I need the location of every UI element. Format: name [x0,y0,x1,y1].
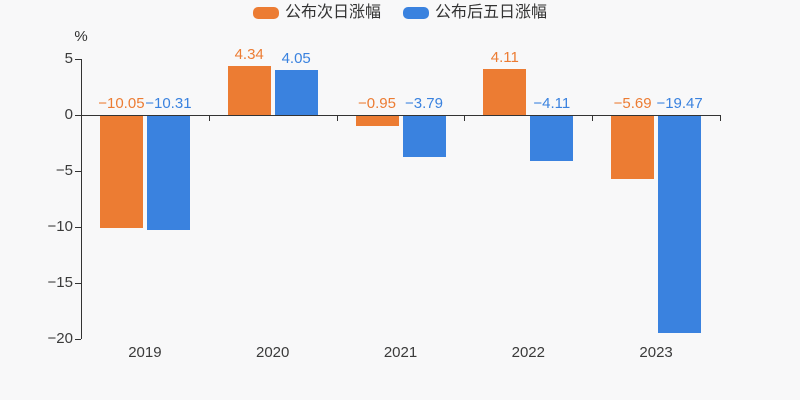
legend-marker-next-day-change [252,6,279,19]
bar-2020-series-1[interactable] [227,66,271,115]
y-axis-tick-label: 5 [64,50,73,67]
legend-label-five-day-change: 公布后五日涨幅 [435,4,548,21]
x-axis-tick [720,115,721,121]
bar-value-label: −10.31 [145,95,192,112]
bar-2022-series-2[interactable] [530,115,574,162]
x-axis-tick [208,115,210,121]
legend-marker-five-day-change [403,6,429,19]
bar-value-label: −5.69 [613,95,652,112]
x-axis-tick [81,115,82,121]
bar-2019-series-1[interactable] [99,115,143,228]
y-axis-tick-label: 0 [64,106,73,123]
x-axis-label-2019: 2019 [128,344,162,361]
bar-2020-series-2[interactable] [274,69,318,115]
legend-label-next-day-change: 公布次日涨幅 [284,4,381,21]
y-axis-tick-label: −5 [55,162,73,179]
x-axis-label-2020: 2020 [256,344,290,361]
bar-value-label: −4.11 [533,95,571,112]
y-axis-tick-label: −20 [47,330,73,347]
y-axis-tick [75,227,81,228]
bar-value-label: −19.47 [656,95,703,112]
y-axis-tick [75,171,81,172]
y-axis-tick [75,339,81,340]
bar-2022-series-1[interactable] [483,68,527,115]
bar-2023-series-1[interactable] [611,115,655,179]
x-axis-line [81,115,720,116]
y-axis-tick [75,59,81,60]
y-axis-tick [75,283,81,284]
x-axis-label-2022: 2022 [511,344,545,361]
bar-value-label: 4.11 [490,48,519,66]
bar-value-label: 4.05 [281,49,311,67]
bar-2021-series-1[interactable] [355,115,399,126]
y-axis-line [81,59,82,339]
bar-value-label: 4.34 [234,46,264,64]
bar-value-label: −0.95 [358,95,396,112]
x-axis-tick [592,115,594,121]
y-axis-tick-label: −10 [47,218,73,235]
x-axis-label-2023: 2023 [639,344,673,361]
x-axis-tick [336,115,338,121]
legend-item-next-day-change[interactable]: 公布次日涨幅 [252,3,381,22]
bar-2023-series-2[interactable] [658,115,702,334]
y-axis-tick [75,115,81,116]
bar-value-label: −3.79 [405,95,443,112]
legend: 公布次日涨幅 公布后五日涨幅 [0,3,800,22]
bar-2019-series-2[interactable] [146,115,190,231]
x-axis-label-2021: 2021 [383,344,418,361]
x-axis-tick [464,115,466,121]
y-axis-tick-label: −15 [47,274,73,291]
y-axis-unit-label: % [74,28,88,45]
legend-item-five-day-change[interactable]: 公布后五日涨幅 [403,3,547,22]
bar-value-label: −10.05 [98,95,145,112]
bar-2021-series-2[interactable] [402,115,446,158]
